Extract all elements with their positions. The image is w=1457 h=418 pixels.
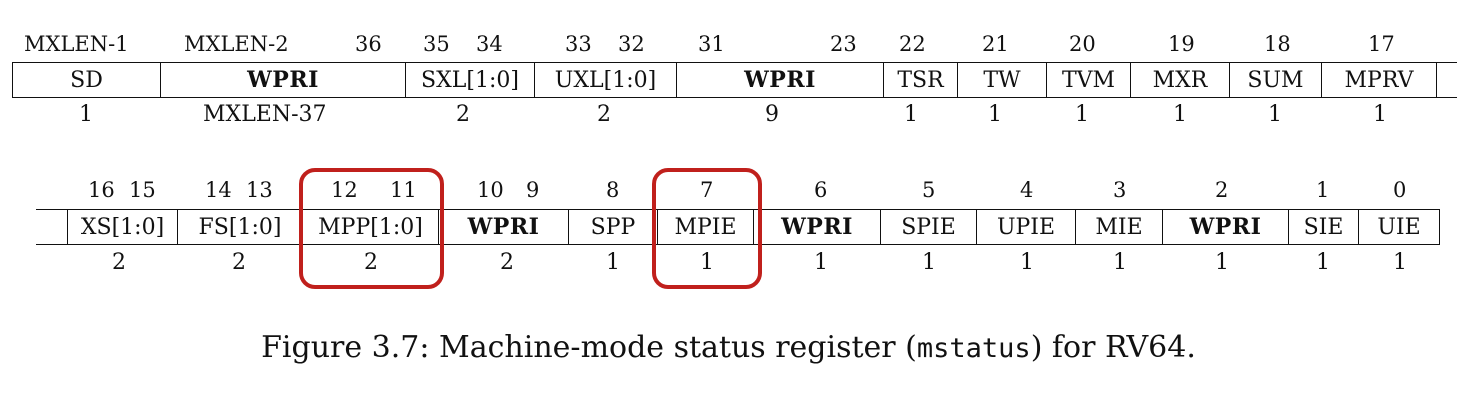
- bit-label: 20: [1069, 32, 1096, 56]
- field-sum: SUM: [1229, 63, 1321, 97]
- field-width: 1: [1020, 250, 1034, 275]
- bit-labels-row-1: MXLEN-1 MXLEN-2 36 35 34 33 32 31 23 22 …: [0, 32, 1457, 58]
- bit-label: 34: [476, 32, 503, 56]
- caption-suffix: ) for RV64.: [1030, 330, 1196, 365]
- field-width: 1: [814, 250, 828, 275]
- field-width: 1: [700, 250, 714, 275]
- field-width: 9: [765, 102, 779, 127]
- register-fields-row-2: XS[1:0] FS[1:0] MPP[1:0] WPRI SPP MPIE W…: [36, 209, 1440, 245]
- field-xs: XS[1:0]: [67, 210, 177, 244]
- bit-label: 31: [698, 32, 725, 56]
- bit-label: 6: [814, 178, 828, 202]
- bit-label: 35: [423, 32, 450, 56]
- bit-label: 15: [129, 178, 156, 202]
- field-width: 2: [112, 250, 126, 275]
- field-width: 2: [364, 250, 378, 275]
- field-mpp: MPP[1:0]: [302, 210, 438, 244]
- field-width: 1: [1316, 250, 1330, 275]
- field-tvm: TVM: [1046, 63, 1130, 97]
- bit-label: MXLEN-1: [24, 32, 129, 56]
- field-widths-row-1: 1 MXLEN-37 2 2 9 1 1 1 1 1 1: [0, 102, 1457, 130]
- field-fs: FS[1:0]: [177, 210, 302, 244]
- field-width: 1: [1215, 250, 1229, 275]
- bit-label: 0: [1393, 178, 1407, 202]
- field-width: 2: [500, 250, 514, 275]
- field-width: 1: [1393, 250, 1407, 275]
- bit-label: 7: [700, 178, 714, 202]
- bit-label: 32: [618, 32, 645, 56]
- field-tw: TW: [957, 63, 1046, 97]
- field-spp: SPP: [568, 210, 657, 244]
- caption-code: mstatus: [916, 333, 1031, 364]
- bit-label: 5: [922, 178, 936, 202]
- field-mxr: MXR: [1130, 63, 1229, 97]
- bit-label: 3: [1113, 178, 1127, 202]
- field-sxl: SXL[1:0]: [405, 63, 534, 97]
- field-width: 1: [904, 102, 918, 127]
- field-width: 1: [988, 102, 1002, 127]
- field-width: 1: [1075, 102, 1089, 127]
- field-mie: MIE: [1075, 210, 1162, 244]
- bit-label: 4: [1020, 178, 1034, 202]
- bit-label: 22: [899, 32, 926, 56]
- bit-labels-row-2: 16 15 14 13 12 11 10 9 8 7 6 5 4 3 2 1 0: [0, 178, 1457, 204]
- field-widths-row-2: 2 2 2 2 1 1 1 1 1 1 1 1 1: [0, 250, 1457, 278]
- field-tsr: TSR: [883, 63, 957, 97]
- figure-caption: Figure 3.7: Machine-mode status register…: [0, 330, 1457, 365]
- field-width: 1: [79, 102, 93, 127]
- field-sie: SIE: [1288, 210, 1358, 244]
- field-upie: UPIE: [976, 210, 1075, 244]
- bit-label: 1: [1316, 178, 1330, 202]
- field-wpri: WPRI: [160, 63, 405, 97]
- bit-label: 12: [331, 178, 358, 202]
- highlight-mpp: [299, 168, 444, 289]
- caption-prefix: Figure 3.7: Machine-mode status register…: [261, 330, 917, 365]
- field-width: 2: [232, 250, 246, 275]
- bit-label: 17: [1368, 32, 1395, 56]
- field-wpri: WPRI: [1162, 210, 1288, 244]
- field-uxl: UXL[1:0]: [534, 63, 676, 97]
- bit-label: 19: [1168, 32, 1195, 56]
- field-width: MXLEN-37: [203, 102, 327, 127]
- bit-label: 18: [1264, 32, 1291, 56]
- field-xs: [36, 210, 68, 244]
- field-spie: SPIE: [880, 210, 976, 244]
- field-mpie: MPIE: [657, 210, 753, 244]
- field-width: 2: [456, 102, 470, 127]
- field-wpri: WPRI: [753, 210, 880, 244]
- register-row-2: 16 15 14 13 12 11 10 9 8 7 6 5 4 3 2 1 0…: [0, 0, 1457, 275]
- field-width: 1: [1113, 250, 1127, 275]
- register-row-1: MXLEN-1 MXLEN-2 36 35 34 33 32 31 23 22 …: [0, 0, 1457, 150]
- field-wpri: WPRI: [676, 63, 883, 97]
- bit-label: 16: [88, 178, 115, 202]
- field-width: 1: [1173, 102, 1187, 127]
- bit-label: MXLEN-2: [184, 32, 289, 56]
- field-width: 1: [922, 250, 936, 275]
- bit-label: 2: [1215, 178, 1229, 202]
- bit-label: 21: [982, 32, 1009, 56]
- field-uie: UIE: [1358, 210, 1440, 244]
- field-wpri: WPRI: [438, 210, 568, 244]
- bit-label: 10: [477, 178, 504, 202]
- bit-label: 36: [355, 32, 382, 56]
- field-width: 1: [606, 250, 620, 275]
- bit-label: 8: [606, 178, 620, 202]
- register-fields-row-1: SD WPRI SXL[1:0] UXL[1:0] WPRI TSR TW TV…: [12, 62, 1457, 98]
- bit-label: 14: [205, 178, 232, 202]
- bit-label: 9: [526, 178, 540, 202]
- bit-label: 11: [390, 178, 417, 202]
- field-width: 1: [1268, 102, 1282, 127]
- bit-label: 33: [565, 32, 592, 56]
- field-width: 1: [1373, 102, 1387, 127]
- field-sd: SD: [12, 63, 160, 97]
- highlight-mpie: [652, 168, 762, 289]
- bit-label: 23: [830, 32, 857, 56]
- bit-label: 13: [246, 178, 273, 202]
- field-width: 2: [597, 102, 611, 127]
- field-mprv: MPRV: [1321, 63, 1437, 97]
